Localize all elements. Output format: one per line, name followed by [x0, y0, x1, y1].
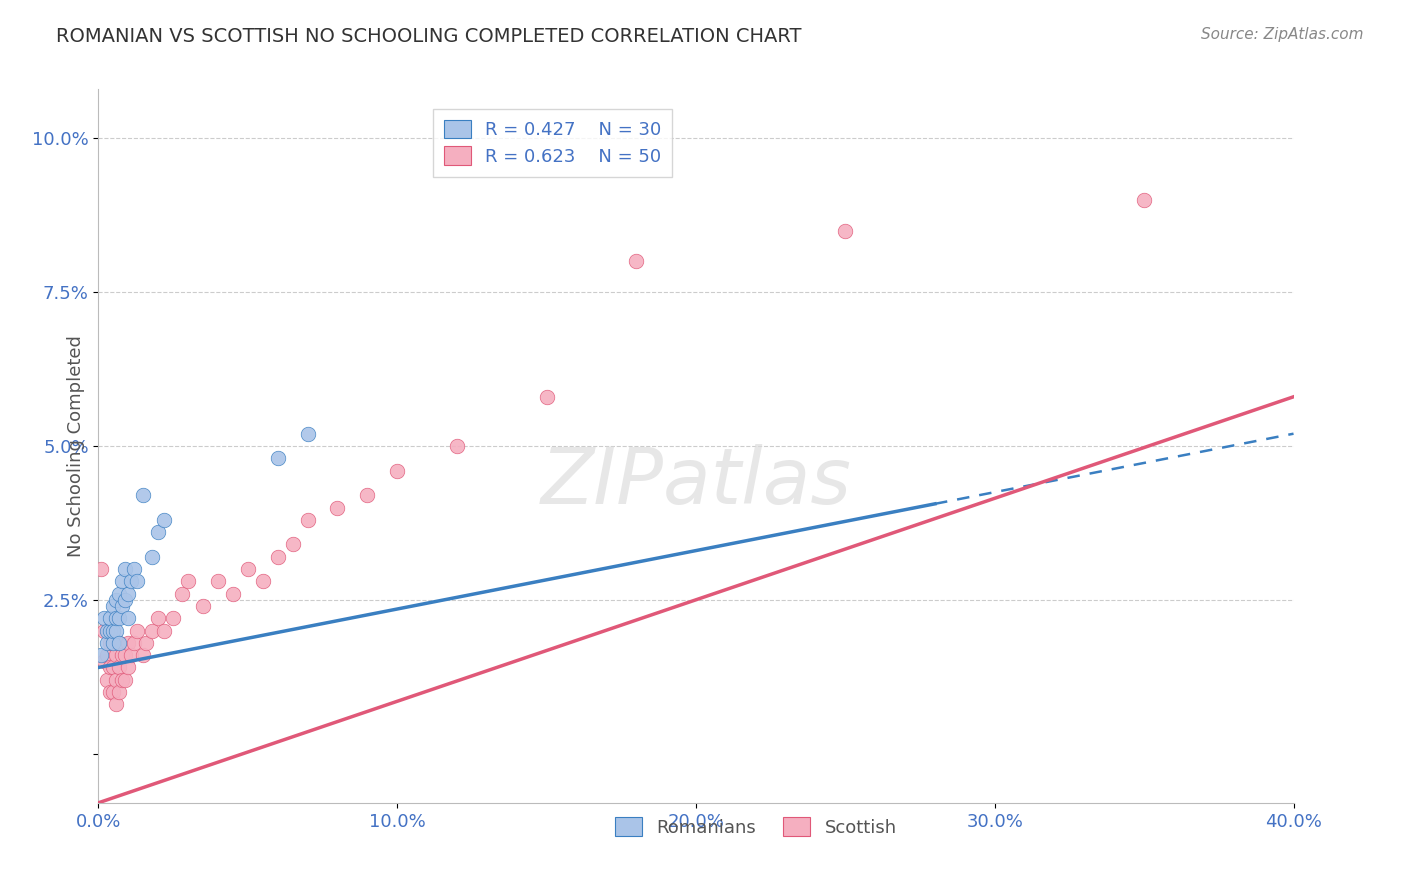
Point — [127, 574, 149, 589]
Point — [111, 673, 134, 687]
Point — [177, 574, 200, 589]
Point — [90, 648, 112, 662]
Point — [117, 611, 139, 625]
Point — [267, 451, 290, 466]
Point — [114, 592, 136, 607]
Point — [120, 574, 142, 589]
Point — [446, 439, 468, 453]
Point — [132, 648, 155, 662]
Point — [111, 574, 134, 589]
Point — [105, 673, 128, 687]
Point — [96, 648, 118, 662]
Point — [536, 390, 558, 404]
Point — [108, 636, 131, 650]
Point — [98, 685, 122, 699]
Text: Source: ZipAtlas.com: Source: ZipAtlas.com — [1201, 27, 1364, 42]
Point — [141, 624, 163, 638]
Point — [93, 611, 115, 625]
Point — [117, 636, 139, 650]
Point — [114, 562, 136, 576]
Text: ROMANIAN VS SCOTTISH NO SCHOOLING COMPLETED CORRELATION CHART: ROMANIAN VS SCOTTISH NO SCHOOLING COMPLE… — [56, 27, 801, 45]
Point — [98, 624, 122, 638]
Point — [98, 611, 122, 625]
Point — [105, 592, 128, 607]
Point — [108, 685, 131, 699]
Point — [236, 562, 259, 576]
Point — [108, 660, 131, 674]
Point — [153, 513, 176, 527]
Point — [96, 636, 118, 650]
Point — [93, 624, 115, 638]
Point — [172, 587, 194, 601]
Point — [103, 636, 125, 650]
Point — [105, 698, 128, 712]
Point — [834, 224, 856, 238]
Point — [162, 611, 184, 625]
Point — [96, 624, 118, 638]
Point — [385, 464, 409, 478]
Point — [114, 648, 136, 662]
Point — [103, 624, 125, 638]
Point — [111, 648, 134, 662]
Point — [117, 660, 139, 674]
Point — [96, 673, 118, 687]
Point — [356, 488, 378, 502]
Point — [120, 648, 142, 662]
Point — [108, 587, 131, 601]
Point — [124, 562, 146, 576]
Point — [103, 599, 125, 613]
Point — [297, 513, 319, 527]
Point — [141, 549, 163, 564]
Point — [127, 624, 149, 638]
Point — [135, 636, 157, 650]
Point — [111, 599, 134, 613]
Point — [281, 537, 304, 551]
Point — [252, 574, 274, 589]
Point — [222, 587, 245, 601]
Point — [153, 624, 176, 638]
Point — [105, 648, 128, 662]
Point — [105, 624, 128, 638]
Point — [297, 426, 319, 441]
Point — [191, 599, 214, 613]
Point — [103, 636, 125, 650]
Point — [108, 636, 131, 650]
Point — [105, 611, 128, 625]
Point — [626, 254, 648, 268]
Point — [98, 660, 122, 674]
Point — [132, 488, 155, 502]
Text: ZIPatlas: ZIPatlas — [540, 443, 852, 520]
Point — [114, 673, 136, 687]
Point — [103, 660, 125, 674]
Point — [108, 611, 131, 625]
Point — [90, 562, 112, 576]
Y-axis label: No Schooling Completed: No Schooling Completed — [66, 335, 84, 557]
Point — [326, 500, 349, 515]
Point — [207, 574, 229, 589]
Point — [148, 525, 170, 540]
Legend: Romanians, Scottish: Romanians, Scottish — [607, 810, 904, 844]
Point — [117, 587, 139, 601]
Point — [103, 685, 125, 699]
Point — [148, 611, 170, 625]
Point — [267, 549, 290, 564]
Point — [93, 654, 115, 668]
Point — [1133, 193, 1156, 207]
Point — [124, 636, 146, 650]
Point — [98, 636, 122, 650]
